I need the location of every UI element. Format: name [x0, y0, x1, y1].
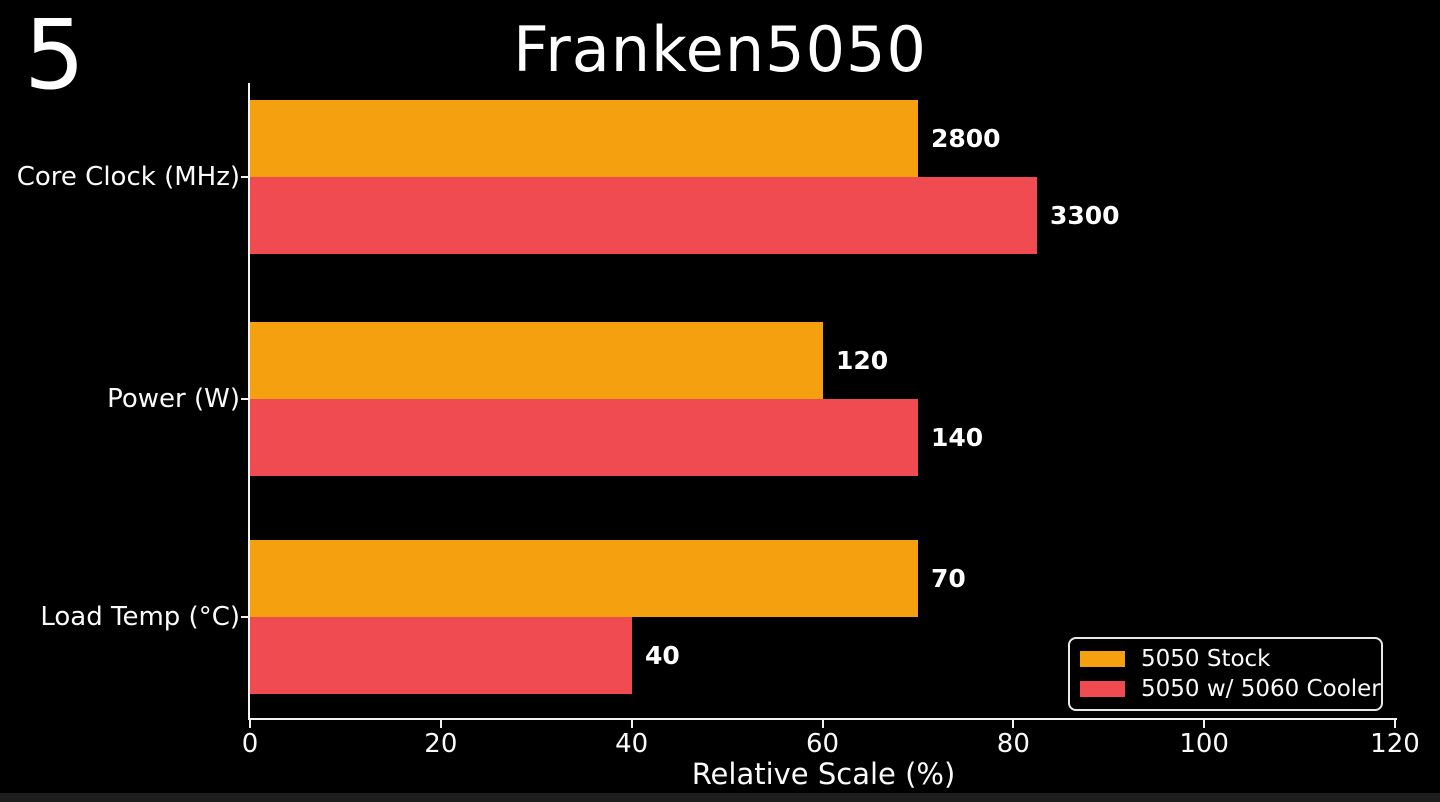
category-label: Load Temp (°C)	[40, 602, 240, 632]
legend: 5050 Stock 5050 w/ 5060 Cooler	[1068, 637, 1383, 711]
x-axis-tick	[249, 720, 251, 728]
y-axis-tick	[241, 398, 249, 400]
bar-value-label: 40	[645, 640, 680, 670]
y-axis-tick	[241, 176, 249, 178]
bar-stock	[250, 100, 918, 177]
x-axis-tick-label: 120	[1370, 729, 1420, 759]
x-axis-tick-label: 100	[1179, 729, 1229, 759]
bar-stock	[250, 540, 918, 617]
legend-label-cooler: 5050 w/ 5060 Cooler	[1141, 675, 1381, 702]
x-axis-tick	[1203, 720, 1206, 728]
x-axis-line	[248, 718, 1397, 720]
x-axis-tick-label: 80	[996, 729, 1030, 759]
x-axis-tick-label: 0	[241, 729, 259, 759]
chart-title: Franken5050	[513, 13, 927, 86]
x-axis-tick	[439, 720, 442, 728]
x-axis-tick	[1394, 720, 1396, 728]
legend-label-stock: 5050 Stock	[1141, 646, 1271, 673]
slide-number: 5	[24, 0, 86, 111]
category-label: Power (W)	[107, 384, 240, 414]
y-axis-tick	[241, 616, 249, 618]
bar-value-label: 2800	[931, 123, 1001, 153]
x-axis-title: Relative Scale (%)	[691, 757, 956, 791]
bar-value-label: 3300	[1050, 200, 1120, 230]
y-axis-line	[248, 83, 250, 718]
bar-cooler	[250, 617, 632, 694]
x-axis-tick	[821, 720, 824, 728]
bar-value-label: 140	[931, 422, 984, 452]
x-axis-tick	[1012, 720, 1015, 728]
bar-cooler	[250, 399, 918, 476]
bottom-strip	[0, 793, 1440, 802]
bar-value-label: 70	[931, 563, 966, 593]
legend-item-cooler: 5050 w/ 5060 Cooler	[1080, 676, 1381, 702]
category-label: Core Clock (MHz)	[16, 162, 240, 192]
bar-cooler	[250, 177, 1037, 254]
bar-stock	[250, 322, 823, 399]
legend-swatch-stock	[1080, 651, 1125, 668]
x-axis-tick	[630, 720, 633, 728]
legend-swatch-cooler	[1080, 680, 1125, 697]
legend-item-stock: 5050 Stock	[1080, 646, 1371, 672]
x-axis-tick-label: 60	[805, 729, 840, 759]
x-axis-tick-label: 20	[424, 729, 458, 759]
x-axis-tick-label: 40	[615, 729, 649, 759]
bar-value-label: 120	[836, 345, 889, 375]
